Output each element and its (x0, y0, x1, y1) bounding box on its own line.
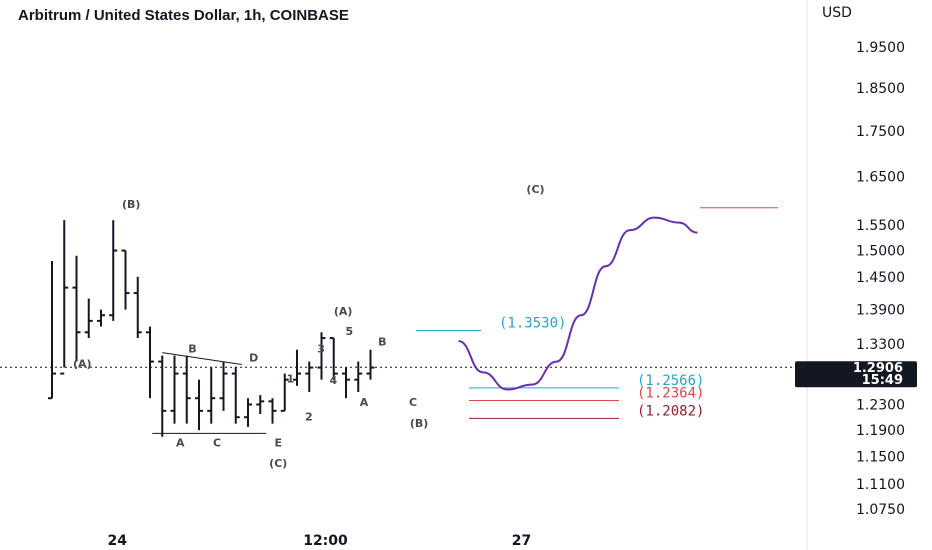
elliott-wave-labels: (A) (B) A B C D E (C) 1 2 3 4 (A) 5 A B C (B) (C) (73, 183, 545, 470)
current-price-value: 1.2906 (853, 361, 903, 376)
ohlc-bar (317, 332, 326, 380)
ohlc-bar (354, 361, 363, 392)
ohlc-bar (195, 379, 203, 431)
ohlc-bar (170, 355, 179, 424)
price-tick-label: 1.9500 (856, 40, 905, 56)
price-tick-label: 1.8500 (856, 81, 905, 97)
bar-countdown: 15:49 (862, 373, 903, 388)
wave-label: (C) (526, 183, 544, 196)
ohlc-bar (219, 361, 228, 411)
ohlc-bar (133, 276, 142, 339)
wave-label: 2 (305, 410, 313, 423)
fib-level-label: (1.2364) (637, 385, 704, 401)
wave-label: 4 (330, 374, 338, 387)
ohlc-bar (109, 220, 118, 321)
ohlc-bar (48, 260, 56, 400)
price-tick-label: 1.3300 (856, 337, 905, 353)
wave-label: A (360, 396, 369, 409)
wave-label: 1 (287, 373, 295, 386)
time-tick-label: 12:00 (303, 533, 348, 549)
price-tick-label: 1.1900 (856, 423, 905, 439)
wave-label: C (213, 437, 221, 450)
current-price-badge: 1.2906 15:49 (795, 361, 917, 388)
time-tick-label: 24 (108, 533, 128, 549)
wave-label: E (274, 437, 282, 450)
ohlc-bar (72, 255, 81, 362)
ohlc-bar (146, 326, 154, 399)
fib-levels (416, 330, 619, 419)
wave-label: D (249, 352, 258, 365)
wave-label: 5 (345, 325, 353, 338)
price-tick-label: 1.5000 (856, 244, 905, 260)
wave-label: (B) (410, 417, 428, 430)
ohlc-bar (97, 309, 105, 327)
fib-level-label: (1.2566) (637, 373, 704, 389)
price-tick-label: 1.3900 (856, 303, 905, 319)
price-tick-label: 1.0750 (856, 502, 905, 518)
ohlc-bar (293, 349, 301, 386)
wave-label: (C) (269, 457, 287, 470)
wave-label: C (409, 396, 417, 409)
price-tick-label: 1.6500 (856, 170, 905, 186)
ohlc-bar (280, 373, 289, 412)
time-tick-label: 27 (512, 533, 531, 549)
ohlc-bar (121, 249, 130, 310)
ohlc-bar (342, 367, 350, 399)
ohlc-bar (158, 355, 167, 437)
wave-label: (B) (122, 198, 140, 211)
wave-label: 3 (317, 343, 325, 356)
price-tick-label: 1.5500 (856, 218, 905, 234)
wave-label: B (378, 336, 386, 349)
time-axis[interactable]: 24 12:00 27 (108, 533, 532, 549)
price-tick-label: 1.4500 (856, 270, 905, 286)
pattern-drawings (152, 207, 778, 434)
fib-level-labels: (1.3530) (1.2566)(1.2364) (1.2082) (499, 316, 704, 420)
price-tick-label: 1.1500 (856, 450, 905, 466)
wave-label: A (176, 437, 185, 450)
ohlc-bar (231, 367, 240, 424)
ohlc-bar (268, 398, 277, 424)
fib-level-label: (1.2082) (637, 403, 704, 419)
ohlc-bar (244, 398, 252, 427)
triangle-upper-line (162, 352, 242, 366)
price-tick-label: 1.2300 (856, 398, 905, 414)
wave-label: (A) (73, 358, 92, 371)
price-tick-label: 1.7500 (856, 124, 905, 140)
fib-level-label: (1.3530) (499, 316, 566, 332)
ohlc-bar (60, 220, 69, 375)
ohlc-bar (84, 298, 93, 339)
ohlc-bar (329, 337, 338, 380)
wave-projection-curve (458, 216, 698, 391)
ohlc-bars (48, 220, 375, 437)
chart-title: Arbitrum / United States Dollar, 1h, COI… (18, 7, 349, 24)
ohlc-bar (366, 349, 375, 380)
ohlc-bar (207, 367, 216, 424)
price-tick-label: 1.1100 (856, 477, 905, 493)
price-axis[interactable]: 1.9500 1.8500 1.7500 1.6500 1.5500 1.5000 1.45… (856, 40, 905, 518)
ohlc-bar (305, 361, 314, 392)
ohlc-bar (182, 355, 191, 424)
wave-label: B (188, 343, 196, 356)
wave-label: (A) (334, 305, 353, 318)
ohlc-bar (256, 395, 265, 415)
currency-label: USD (822, 5, 852, 21)
